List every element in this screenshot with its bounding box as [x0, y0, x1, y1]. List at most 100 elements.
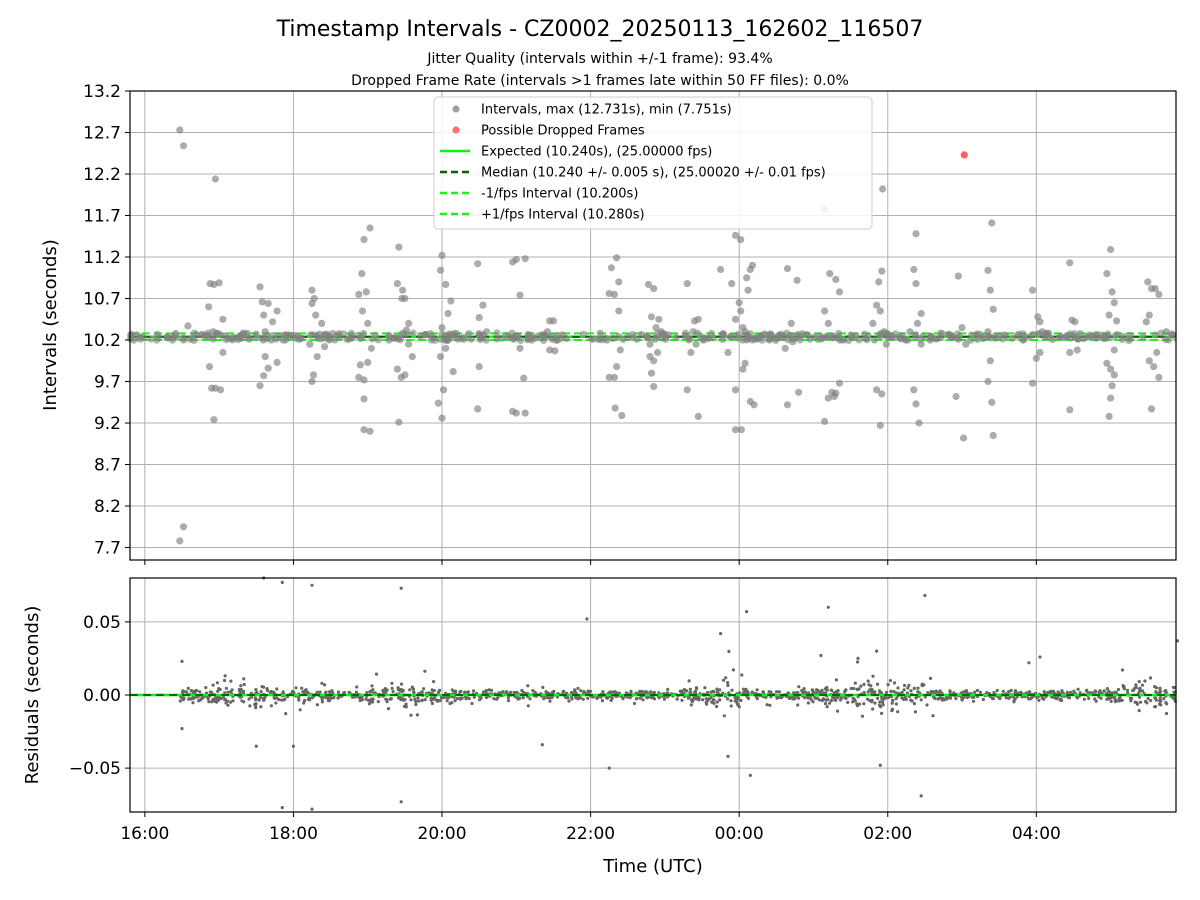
residual-point: [300, 686, 304, 690]
residual-point: [247, 697, 251, 701]
interval-point: [1103, 359, 1111, 367]
interval-point: [579, 330, 588, 338]
residual-outlier-point: [745, 610, 749, 614]
residual-point: [467, 697, 471, 701]
residual-point: [762, 691, 766, 695]
residual-point: [1087, 696, 1091, 701]
residual-point: [479, 696, 483, 700]
residual-point: [472, 689, 476, 693]
residual-point: [624, 691, 629, 695]
residual-point: [518, 696, 522, 700]
residual-point: [774, 690, 779, 694]
residual-outlier-point: [399, 586, 403, 590]
interval-point: [613, 363, 621, 371]
chart-subtitle-dropped: Dropped Frame Rate (intervals >1 frames …: [351, 73, 849, 89]
residual-point: [453, 699, 457, 703]
residual-point: [868, 688, 872, 692]
residual-point: [1105, 687, 1109, 691]
residual-point: [237, 688, 241, 692]
residual-point: [1137, 680, 1141, 684]
interval-point: [803, 331, 811, 339]
interval-point: [358, 307, 367, 315]
interval-point: [826, 332, 834, 340]
interval-point: [1103, 270, 1111, 278]
residual-point: [216, 689, 220, 693]
residual-point: [705, 690, 710, 695]
interval-point: [184, 322, 192, 330]
interval-point: [442, 344, 450, 352]
interval-point: [932, 335, 940, 343]
residual-point: [336, 690, 341, 694]
residual-point: [1158, 699, 1162, 703]
residual-point: [849, 686, 853, 691]
residual-point: [265, 687, 269, 691]
residual-point: [834, 698, 838, 702]
residual-point: [541, 685, 545, 690]
interval-point: [1126, 335, 1135, 343]
residual-point: [1120, 668, 1125, 672]
residual-point: [444, 695, 448, 699]
top-y-tick-label: 11.7: [83, 207, 121, 227]
interval-point: [926, 334, 935, 342]
interval-point: [919, 332, 927, 340]
residual-point: [830, 688, 834, 693]
interval-point: [520, 374, 528, 382]
interval-point: [408, 353, 416, 361]
residual-point: [298, 708, 302, 712]
residual-outlier-point: [923, 593, 927, 598]
interval-point: [1105, 334, 1114, 342]
top-y-tick-label: 9.2: [94, 414, 121, 434]
legend-intervals-marker: [452, 105, 460, 113]
interval-point: [615, 307, 623, 315]
interval-point: [1036, 318, 1044, 326]
residual-point: [888, 679, 893, 683]
interval-point: [261, 328, 269, 336]
interval-point: [1013, 332, 1022, 340]
residual-point: [248, 704, 252, 708]
interval-point: [683, 386, 691, 394]
interval-point: [902, 336, 911, 344]
interval-point: [689, 328, 697, 336]
residual-point: [272, 696, 277, 701]
residual-point: [1121, 685, 1126, 689]
interval-point: [724, 348, 732, 357]
residual-point: [975, 688, 980, 693]
residual-point: [739, 698, 743, 703]
interval-point: [988, 398, 996, 406]
interval-point: [524, 335, 532, 344]
residual-point: [504, 691, 508, 695]
residual-point: [1163, 689, 1167, 693]
residual-point: [191, 697, 195, 701]
interval-point: [176, 537, 184, 545]
residual-point: [737, 696, 741, 700]
interval-point: [217, 386, 225, 394]
residual-point: [367, 702, 371, 706]
residual-outlier-point: [291, 744, 295, 748]
residual-point: [857, 687, 861, 691]
residual-point: [385, 700, 389, 704]
top-y-tick-label: 8.7: [94, 456, 121, 476]
residual-point: [684, 688, 688, 693]
interval-point: [912, 230, 920, 238]
residual-point: [826, 698, 830, 702]
interval-point: [629, 330, 637, 339]
residual-point: [1145, 701, 1149, 705]
residual-point: [542, 697, 546, 701]
residual-point: [750, 691, 754, 695]
residual-point: [223, 691, 227, 695]
residual-point: [1137, 709, 1141, 713]
residual-point: [459, 689, 463, 694]
interval-point: [1162, 335, 1170, 343]
residual-point: [965, 695, 969, 700]
residual-point: [257, 698, 261, 702]
interval-point: [824, 319, 832, 327]
interval-point: [367, 344, 375, 352]
interval-point: [397, 373, 405, 381]
top-y-tick-label: 12.7: [83, 124, 121, 144]
interval-point: [973, 330, 981, 338]
residual-point: [390, 681, 394, 685]
residual-point: [484, 688, 488, 693]
interval-point: [603, 336, 611, 344]
residual-point: [1093, 690, 1097, 694]
interval-point: [595, 335, 603, 344]
